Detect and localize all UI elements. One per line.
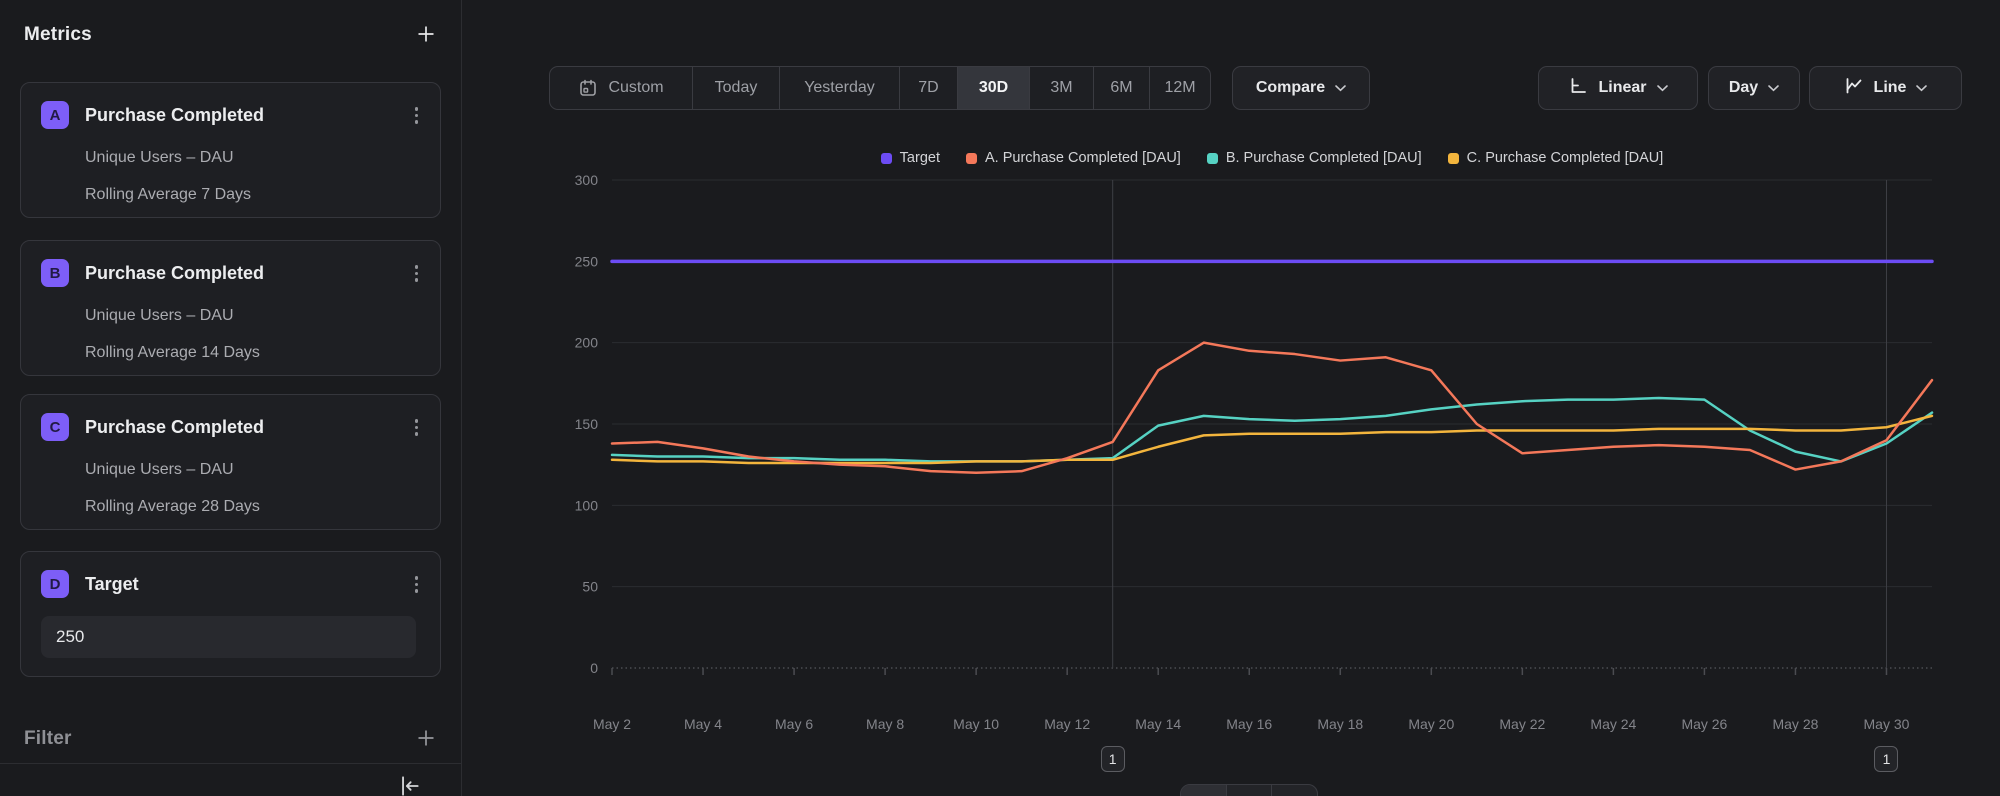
line-chart: 0 50 100 150 200 250 300 May 2 May 4 May 6 May 8 Ma… [0,0,2000,796]
y-tick-label: 50 [582,579,598,595]
series-line-3[interactable] [612,416,1932,463]
chart-layout-switcher [1180,784,1318,796]
x-tick-label: May 18 [1317,716,1363,732]
y-tick-label: 300 [575,172,599,188]
x-tick-label: May 30 [1864,716,1910,732]
layout-split-button[interactable] [1227,785,1273,796]
x-tick-label: May 2 [593,716,631,732]
y-tick-label: 250 [575,253,599,269]
x-tick-label: May 14 [1135,716,1181,732]
x-tick-label: May 26 [1681,716,1727,732]
layout-full-button[interactable] [1272,785,1317,796]
annotation-badge-0[interactable]: 1 [1101,746,1125,772]
x-tick-label: May 4 [684,716,722,732]
x-tick-label: May 6 [775,716,813,732]
x-tick-label: May 8 [866,716,904,732]
y-tick-label: 150 [575,416,599,432]
x-tick-label: May 28 [1772,716,1818,732]
series-line-1[interactable] [612,343,1932,473]
x-tick-label: May 12 [1044,716,1090,732]
x-tick-label: May 22 [1499,716,1545,732]
x-tick-label: May 24 [1590,716,1636,732]
annotation-badge-1[interactable]: 1 [1874,746,1898,772]
y-tick-label: 100 [575,497,599,513]
x-tick-label: May 20 [1408,716,1454,732]
y-tick-label: 200 [575,335,599,351]
layout-single-button[interactable] [1181,785,1227,796]
y-tick-label: 0 [590,660,598,676]
x-tick-label: May 10 [953,716,999,732]
x-tick-label: May 16 [1226,716,1272,732]
